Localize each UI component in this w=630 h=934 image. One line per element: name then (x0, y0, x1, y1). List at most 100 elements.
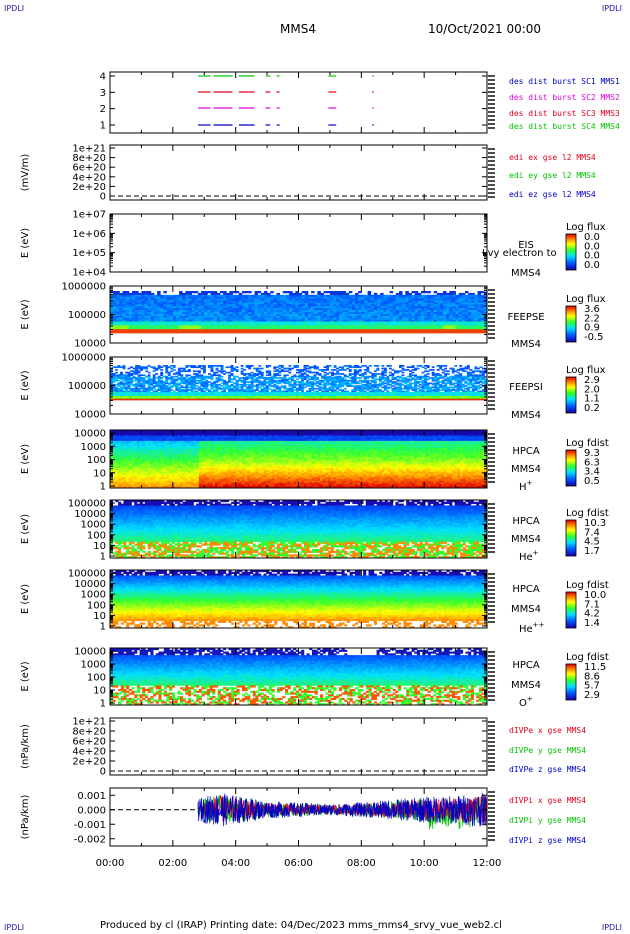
hpca-o-y-tick-label: 100 (87, 673, 106, 684)
burst-y-tick-label: 4 (100, 72, 106, 83)
hpca-h-colorbar-tick: 9.3 (584, 448, 600, 459)
burst-legend-entry: des dist burst SC2 MMS2 (509, 93, 620, 102)
hpca-h-y-tick-label: 1 (100, 482, 106, 493)
hpca-o-y-tick-label: 1 (100, 699, 106, 710)
eis-colorbar-tick: 0.0 (584, 251, 600, 262)
hpca-he-y-tick-label: 100 (87, 530, 106, 541)
divpe-y-tick-label: 0 (100, 767, 106, 778)
hpca-o-colorbar (565, 663, 577, 701)
burst-y-tick-label: 3 (100, 88, 106, 99)
edi-y-tick-label: 0 (100, 192, 106, 203)
feepsi-side-label: FEEPSI (509, 382, 543, 393)
edi-legend-entry: edi ey gse l2 MMS4 (509, 171, 596, 180)
x-axis-time-label: 10:00 (410, 858, 439, 869)
hpca-o-y-tick-label: 10000 (74, 647, 106, 658)
hpca-h-colorbar-title: Log fdist (566, 438, 609, 449)
hpca-o-y-tick-label: 10 (93, 686, 106, 697)
hpca-he-species-label: He+ (519, 549, 539, 563)
hpca-h-colorbar-tick: 6.3 (584, 457, 600, 468)
hpca-o-species-label: O+ (519, 695, 533, 709)
edi-y-tick-label: 8e+20 (72, 153, 106, 164)
edi-y-tick-label: 1e+21 (72, 144, 106, 155)
hpca-h-colorbar (565, 449, 577, 487)
feepsi-colorbar-tick: 0.2 (584, 403, 600, 414)
feepse-colorbar (565, 305, 577, 343)
eis-colorbar-tick: 0.0 (584, 241, 600, 252)
datetime-title: 10/Oct/2021 00:00 (428, 22, 541, 36)
hpca-he2-y-axis-label: E (eV) (20, 584, 31, 614)
divpi-y-tick-label: 0.000 (77, 805, 106, 816)
x-axis-time-label: 02:00 (158, 858, 187, 869)
divpe-panel-frame (109, 717, 488, 776)
eis-colorbar (565, 233, 577, 271)
eis-side-label: EIS (518, 240, 534, 251)
eis-side-label: MMS4 (511, 268, 541, 279)
divpe-y-axis-label: (nPa/km) (20, 724, 31, 769)
hpca-he2-y-tick-label: 1 (100, 622, 106, 633)
hpca-o-colorbar-tick: 5.7 (584, 681, 600, 692)
divpi-z-series (197, 792, 488, 828)
burst-y-tick-label: 2 (100, 104, 106, 115)
hpca-o-side-label: MMS4 (511, 680, 541, 691)
edi-y-tick-label: 4e+20 (72, 172, 106, 183)
hpca-o-side-label: HPCA (512, 660, 540, 671)
hpca-he2-colorbar-title: Log fdist (566, 580, 609, 591)
hpca-he2-spectrogram (110, 570, 488, 629)
hpca-o-colorbar-title: Log fdist (566, 652, 609, 663)
x-axis-time-label: 08:00 (347, 858, 376, 869)
eis-y-tick-label: 1e+06 (72, 229, 106, 240)
hpca-he-y-tick-label: 1 (100, 552, 106, 563)
corner-label-bottom-left: IPDLI (4, 923, 24, 932)
feepsi-spectrogram (110, 365, 488, 401)
eis-y-tick-label: 1e+07 (72, 210, 106, 221)
hpca-h-y-tick-label: 10 (93, 468, 106, 479)
eis-colorbar-title: Log flux (566, 222, 606, 233)
feepsi-y-axis-label: E (eV) (20, 370, 31, 400)
feepsi-colorbar-title: Log flux (566, 365, 606, 376)
divpi-legend-entry: dIVPi x gse MMS4 (509, 796, 586, 805)
hpca-he-colorbar-title: Log fdist (566, 508, 609, 519)
feepse-y-tick-label: 1000000 (61, 282, 106, 293)
feepse-y-tick-label: 100000 (68, 310, 106, 321)
hpca-he-spectrogram (110, 500, 488, 559)
feepse-colorbar-tick: 2.2 (584, 313, 600, 324)
corner-label-top-right: IPDLI (602, 4, 622, 13)
divpi-y-tick-label: 0.001 (77, 791, 106, 802)
hpca-he-colorbar-tick: 1.7 (584, 546, 600, 557)
hpca-o-y-tick-label: 1000 (81, 660, 106, 671)
eis-overlay-label: Lvy electron to (482, 248, 557, 259)
corner-label-bottom-right: IPDLI (602, 923, 622, 932)
hpca-he2-colorbar (565, 591, 577, 629)
divpe-y-tick-label: 8e+20 (72, 727, 106, 738)
feepsi-colorbar-tick: 1.1 (584, 394, 600, 405)
divpi-legend-entry: dIVPi z gse MMS4 (509, 836, 586, 845)
feepsi-y-tick-label: 1000000 (61, 353, 106, 364)
hpca-he2-y-tick-label: 10 (93, 611, 106, 622)
hpca-he-side-label: MMS4 (511, 534, 541, 545)
hpca-he-colorbar-tick: 10.3 (584, 518, 606, 529)
divpi-legend-entry: dIVPi y gse MMS4 (509, 816, 586, 825)
hpca-he2-species-label: He++ (519, 621, 545, 635)
hpca-he2-side-label: HPCA (512, 584, 540, 595)
hpca-o-colorbar-tick: 2.9 (584, 690, 600, 701)
eis-y-tick-label: 1e+04 (72, 268, 106, 279)
burst-panel-frame (109, 71, 488, 134)
eis-y-axis-label: E (eV) (20, 228, 31, 258)
hpca-he2-colorbar-tick: 7.1 (584, 599, 600, 610)
edi-y-axis-label: (mV/m) (20, 154, 31, 192)
hpca-he2-y-tick-label: 1000 (81, 590, 106, 601)
eis-panel-frame (109, 213, 488, 273)
x-axis-time-label: 12:00 (473, 858, 502, 869)
divpe-legend-entry: dIVPe y gse MMS4 (509, 746, 586, 755)
hpca-h-colorbar-tick: 3.4 (584, 467, 600, 478)
x-axis-time-label: 00:00 (96, 858, 125, 869)
hpca-he-side-label: HPCA (512, 516, 540, 527)
hpca-h-y-axis-label: E (eV) (20, 444, 31, 474)
hpca-he2-colorbar-tick: 4.2 (584, 609, 600, 620)
hpca-h-species-label: H+ (519, 479, 533, 493)
hpca-he-y-tick-label: 10000 (74, 509, 106, 520)
footer-credits: Produced by cl (IRAP) Printing date: 04/… (100, 920, 502, 931)
hpca-h-y-tick-label: 1000 (81, 442, 106, 453)
hpca-h-y-tick-label: 100 (87, 455, 106, 466)
